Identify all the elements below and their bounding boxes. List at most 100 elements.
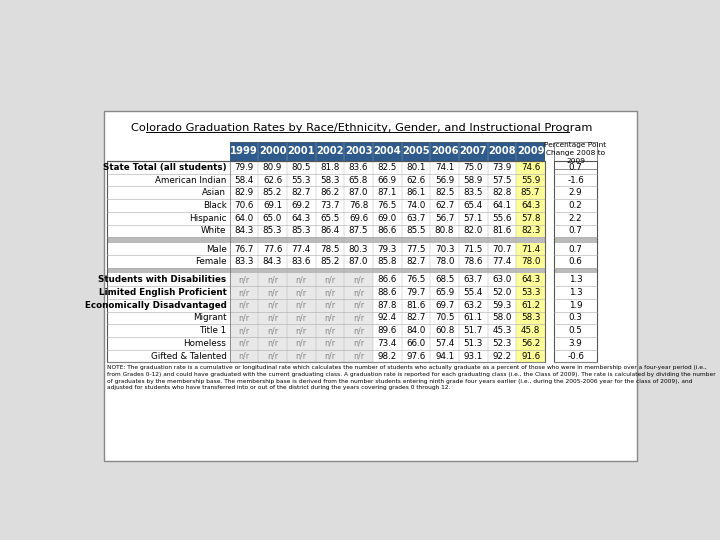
Text: n/r: n/r xyxy=(267,326,278,335)
Text: n/r: n/r xyxy=(353,352,364,361)
Text: 92.2: 92.2 xyxy=(492,352,511,361)
Bar xyxy=(516,174,545,186)
Bar xyxy=(258,273,287,286)
Bar xyxy=(104,111,637,461)
Text: 81.6: 81.6 xyxy=(492,226,511,235)
Text: n/r: n/r xyxy=(267,275,278,285)
Text: 93.1: 93.1 xyxy=(464,352,483,361)
Text: 1999: 1999 xyxy=(230,146,258,157)
Text: 64.3: 64.3 xyxy=(292,214,311,222)
Bar xyxy=(230,286,258,299)
Text: 62.6: 62.6 xyxy=(406,176,426,185)
Text: 84.3: 84.3 xyxy=(234,226,253,235)
Text: 85.3: 85.3 xyxy=(263,226,282,235)
Text: 66.9: 66.9 xyxy=(378,176,397,185)
Text: 64.1: 64.1 xyxy=(492,201,511,210)
Text: 64.3: 64.3 xyxy=(521,275,540,285)
Bar xyxy=(230,325,258,337)
Text: 88.6: 88.6 xyxy=(377,288,397,297)
Bar xyxy=(315,299,344,312)
Bar xyxy=(315,273,344,286)
Text: 77.4: 77.4 xyxy=(292,245,311,253)
Text: 65.9: 65.9 xyxy=(435,288,454,297)
Text: n/r: n/r xyxy=(296,313,307,322)
Text: n/r: n/r xyxy=(238,288,249,297)
Text: Gifted & Talented: Gifted & Talented xyxy=(150,352,226,361)
Text: 79.9: 79.9 xyxy=(234,163,253,172)
Text: 77.5: 77.5 xyxy=(406,245,426,253)
Text: 62.6: 62.6 xyxy=(263,176,282,185)
Text: 87.0: 87.0 xyxy=(348,257,369,266)
Text: n/r: n/r xyxy=(267,301,278,310)
Text: 87.8: 87.8 xyxy=(377,301,397,310)
Text: 83.6: 83.6 xyxy=(292,257,311,266)
Bar xyxy=(258,312,287,325)
Bar xyxy=(554,237,597,242)
Text: 55.9: 55.9 xyxy=(521,176,540,185)
Text: 57.1: 57.1 xyxy=(464,214,483,222)
Text: 2009: 2009 xyxy=(517,146,544,157)
Text: 76.5: 76.5 xyxy=(377,201,397,210)
Text: 86.4: 86.4 xyxy=(320,226,340,235)
Bar xyxy=(287,325,315,337)
Text: 85.8: 85.8 xyxy=(377,257,397,266)
Text: n/r: n/r xyxy=(324,326,336,335)
Text: 85.7: 85.7 xyxy=(521,188,540,197)
Text: 76.8: 76.8 xyxy=(349,201,368,210)
Text: 86.6: 86.6 xyxy=(377,226,397,235)
Text: 2000: 2000 xyxy=(258,146,287,157)
Text: 85.2: 85.2 xyxy=(320,257,340,266)
Text: 80.9: 80.9 xyxy=(263,163,282,172)
Text: 82.7: 82.7 xyxy=(406,257,426,266)
Text: n/r: n/r xyxy=(267,352,278,361)
Text: 1.3: 1.3 xyxy=(569,275,582,285)
Text: 80.5: 80.5 xyxy=(292,163,311,172)
Text: 2.2: 2.2 xyxy=(569,214,582,222)
Text: 57.8: 57.8 xyxy=(521,214,540,222)
Text: 87.1: 87.1 xyxy=(377,188,397,197)
Text: 2003: 2003 xyxy=(345,146,372,157)
Text: n/r: n/r xyxy=(238,313,249,322)
Text: 55.4: 55.4 xyxy=(464,288,483,297)
Bar xyxy=(516,299,545,312)
Bar xyxy=(516,225,545,237)
Text: 53.3: 53.3 xyxy=(521,288,540,297)
Text: 98.2: 98.2 xyxy=(377,352,397,361)
Text: 78.6: 78.6 xyxy=(464,257,483,266)
Text: 2001: 2001 xyxy=(287,146,315,157)
Bar xyxy=(107,237,545,242)
Text: 58.3: 58.3 xyxy=(521,313,540,322)
Text: American Indian: American Indian xyxy=(155,176,226,185)
Bar xyxy=(258,299,287,312)
Bar xyxy=(258,325,287,337)
Bar xyxy=(554,142,597,168)
Text: 55.3: 55.3 xyxy=(292,176,311,185)
Text: 87.0: 87.0 xyxy=(348,188,369,197)
Text: 82.3: 82.3 xyxy=(521,226,540,235)
Text: 58.4: 58.4 xyxy=(234,176,253,185)
Text: 63.0: 63.0 xyxy=(492,275,512,285)
Text: 70.7: 70.7 xyxy=(492,245,512,253)
Bar xyxy=(516,286,545,299)
Bar xyxy=(344,273,373,286)
Bar xyxy=(516,325,545,337)
Text: Percentage Point
Change 2008 to
2009: Percentage Point Change 2008 to 2009 xyxy=(544,142,606,164)
Text: Economically Disadvantaged: Economically Disadvantaged xyxy=(84,301,226,310)
Text: 89.6: 89.6 xyxy=(377,326,397,335)
Text: 82.5: 82.5 xyxy=(377,163,397,172)
Bar xyxy=(516,242,545,255)
Text: 57.4: 57.4 xyxy=(435,339,454,348)
Text: n/r: n/r xyxy=(238,326,249,335)
Bar xyxy=(287,312,315,325)
Text: Title 1: Title 1 xyxy=(199,326,226,335)
Text: 69.2: 69.2 xyxy=(292,201,311,210)
Bar xyxy=(344,286,373,299)
Text: 85.5: 85.5 xyxy=(406,226,426,235)
Text: White: White xyxy=(201,226,226,235)
Bar xyxy=(315,325,344,337)
Text: n/r: n/r xyxy=(353,313,364,322)
Text: 82.8: 82.8 xyxy=(492,188,512,197)
Text: 80.8: 80.8 xyxy=(435,226,454,235)
Text: 64.3: 64.3 xyxy=(521,201,540,210)
Text: Students with Disabilities: Students with Disabilities xyxy=(98,275,226,285)
